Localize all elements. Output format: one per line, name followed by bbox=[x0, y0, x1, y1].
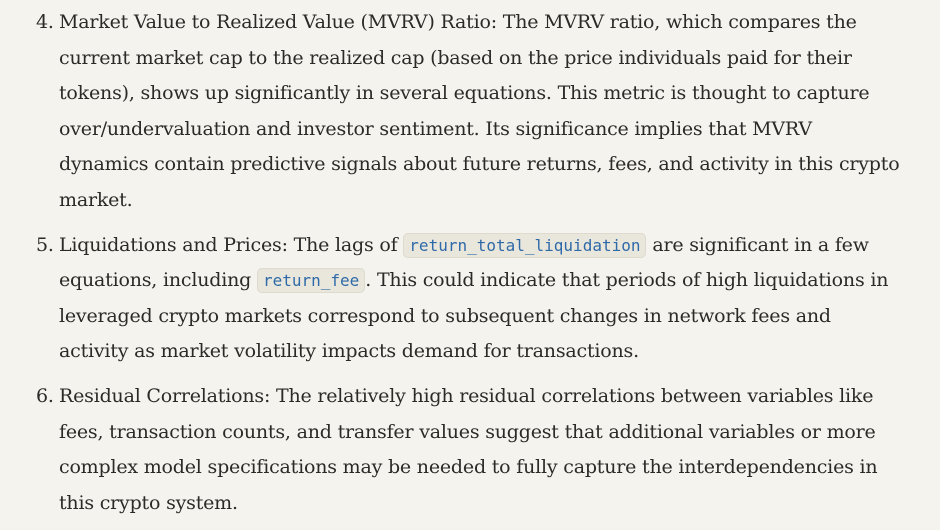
list-item-text-part: are significant in a few equations, incl… bbox=[59, 233, 869, 292]
list-item-number: 4. bbox=[36, 11, 54, 33]
list-item-mvrv: 4. Market Value to Realized Value (MVRV)… bbox=[0, 5, 940, 219]
inline-code-return-total-liquidation: return_total_liquidation bbox=[403, 232, 647, 258]
numbered-list: 4. Market Value to Realized Value (MVRV)… bbox=[0, 5, 940, 530]
list-item-number: 6. bbox=[36, 384, 54, 407]
inline-code-return-fee: return_fee bbox=[256, 268, 366, 294]
list-item-text-part: . This could indicate that periods of hi… bbox=[59, 269, 889, 363]
list-item-text: Market Value to Realized Value (MVRV) Ra… bbox=[59, 11, 900, 211]
list-item-text-part: Liquidations and Prices: The lags of bbox=[59, 233, 404, 256]
list-item-number: 5. bbox=[36, 233, 54, 256]
list-item-liquidations: 5. Liquidations and Prices: The lags of … bbox=[0, 228, 940, 370]
list-item-text: Residual Correlations: The relatively hi… bbox=[59, 384, 878, 514]
list-item-residual-correlations: 6. Residual Correlations: The relatively… bbox=[0, 379, 940, 521]
